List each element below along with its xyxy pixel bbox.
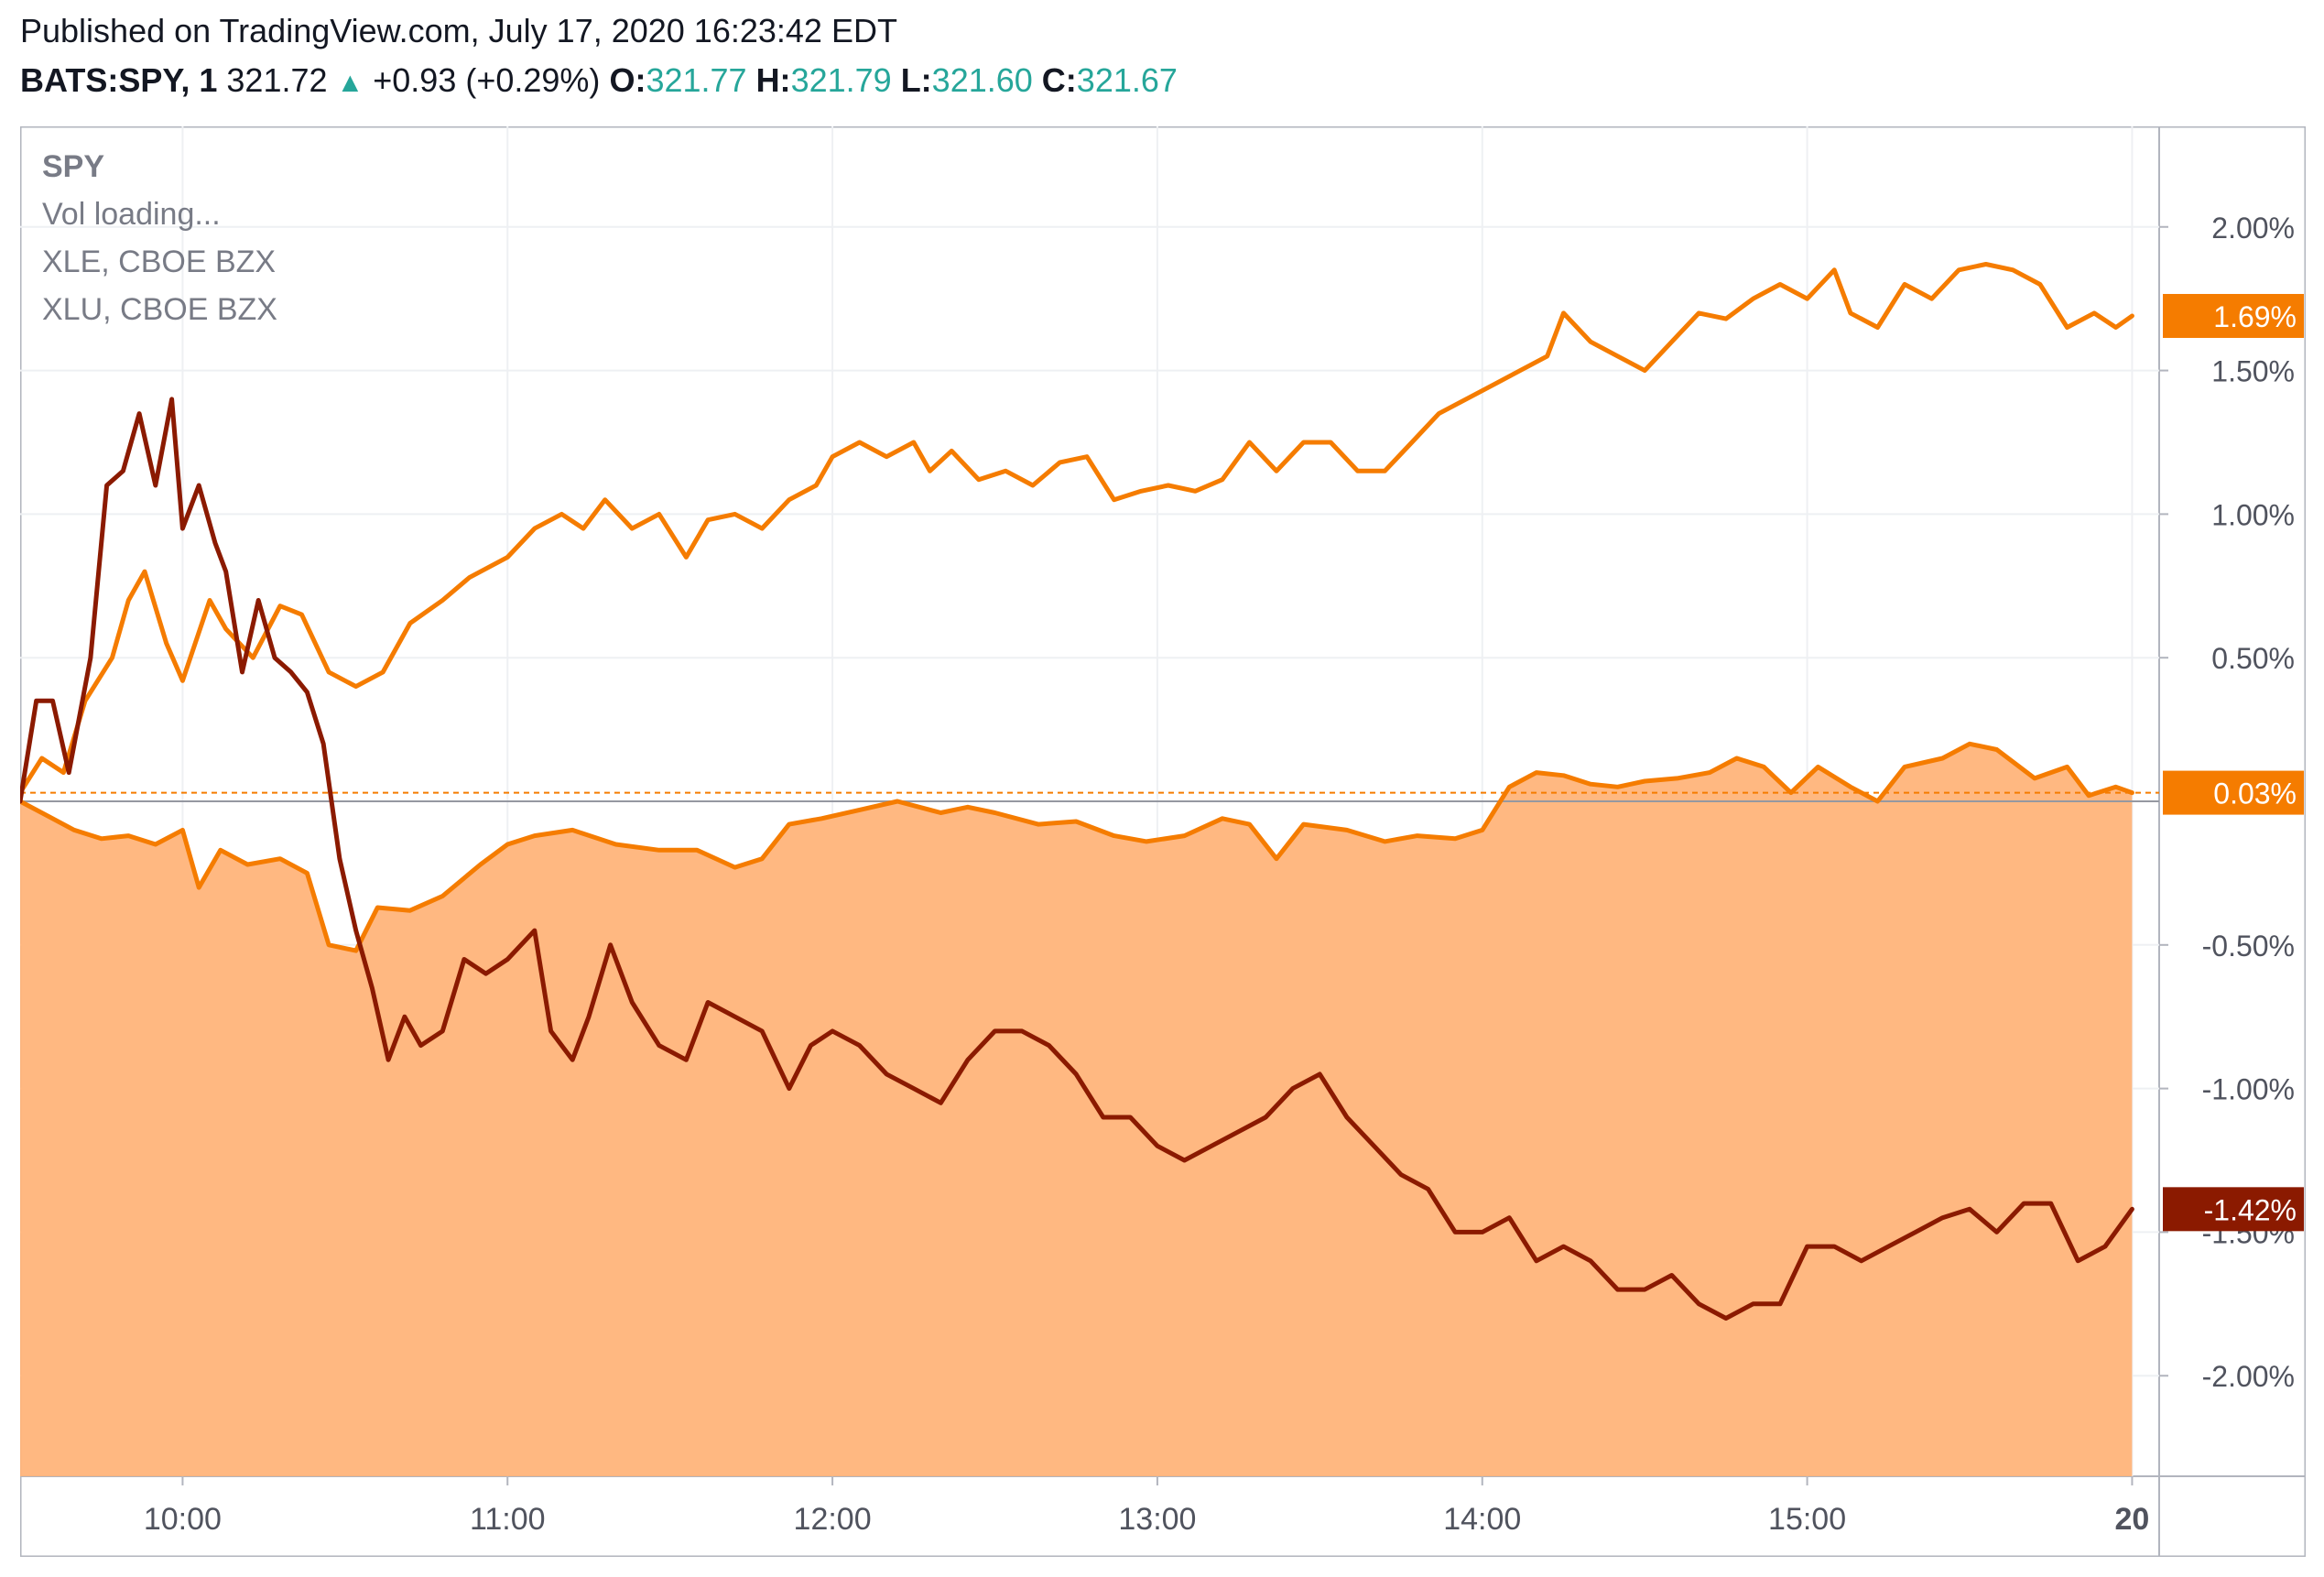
y-tick-label: -2.00% xyxy=(2202,1360,2295,1393)
y-tick-label: -1.00% xyxy=(2202,1073,2295,1106)
legend-series-xlu[interactable]: XLU, CBOE BZX xyxy=(42,292,277,327)
xle-last-value-label: -1.42% xyxy=(2204,1193,2297,1226)
price-change: +0.93 (+0.29%) xyxy=(373,61,601,99)
legend: SPY Vol loading... XLE, CBOE BZX XLU, CB… xyxy=(42,143,277,333)
high-value: 321.79 xyxy=(790,61,892,99)
xle-line xyxy=(20,397,2134,1321)
up-arrow-icon: ▲ xyxy=(336,68,364,98)
legend-series-xle[interactable]: XLE, CBOE BZX xyxy=(42,245,277,279)
y-tick-label: 1.50% xyxy=(2211,355,2295,388)
spy-last-value-badge xyxy=(2163,770,2304,815)
open-label: O: xyxy=(609,61,646,99)
published-line: Published on TradingView.com, July 17, 2… xyxy=(20,12,897,49)
open-value: 321.77 xyxy=(646,61,747,99)
x-tick-label: 12:00 xyxy=(794,1502,872,1537)
y-tick-label: 1.00% xyxy=(2211,498,2295,531)
chart-frame[interactable]: 2.00% 1.50% 1.00% 0.50% -0.50% -1.00% -1.50% -2… xyxy=(20,126,2306,1557)
last-price: 321.72 xyxy=(226,61,328,99)
xlu-last-value-badge xyxy=(2163,293,2304,338)
xlu-last-value-label: 1.69% xyxy=(2213,300,2297,333)
x-tick-label: 20 xyxy=(2115,1502,2150,1537)
legend-main-series[interactable]: SPY xyxy=(42,149,105,184)
x-tick-label: 14:00 xyxy=(1443,1502,1521,1537)
symbol-label: BATS:SPY, 1 xyxy=(20,61,218,99)
spy-line xyxy=(20,741,2134,953)
chart-canvas[interactable]: 2.00%1.50%1.00%0.50%-0.50%-1.00%-1.50%-2… xyxy=(20,126,2306,1557)
spy-last-value-label: 0.03% xyxy=(2213,778,2297,810)
spy-area xyxy=(20,744,2133,1476)
y-tick-label: 0.50% xyxy=(2211,642,2295,675)
close-label: C: xyxy=(1041,61,1077,99)
x-tick-label: 15:00 xyxy=(1768,1502,1846,1537)
close-value: 321.67 xyxy=(1076,61,1178,99)
low-label: L: xyxy=(900,61,932,99)
xlu-line xyxy=(20,262,2134,796)
high-label: H: xyxy=(755,61,791,99)
chart-header: Published on TradingView.com, July 17, 2… xyxy=(20,7,1178,109)
y-tick-label: 2.00% xyxy=(2211,212,2295,245)
y-tick-label: -0.50% xyxy=(2202,930,2295,963)
low-value: 321.60 xyxy=(931,61,1033,99)
x-tick-label: 11:00 xyxy=(470,1502,546,1537)
legend-volume[interactable]: Vol loading... xyxy=(42,197,221,232)
quote-line: BATS:SPY, 1 321.72 ▲ +0.93 (+0.29%) O:32… xyxy=(20,55,1178,109)
xle-last-value-badge xyxy=(2163,1187,2304,1232)
x-tick-label: 10:00 xyxy=(144,1502,222,1537)
x-tick-label: 13:00 xyxy=(1118,1502,1196,1537)
